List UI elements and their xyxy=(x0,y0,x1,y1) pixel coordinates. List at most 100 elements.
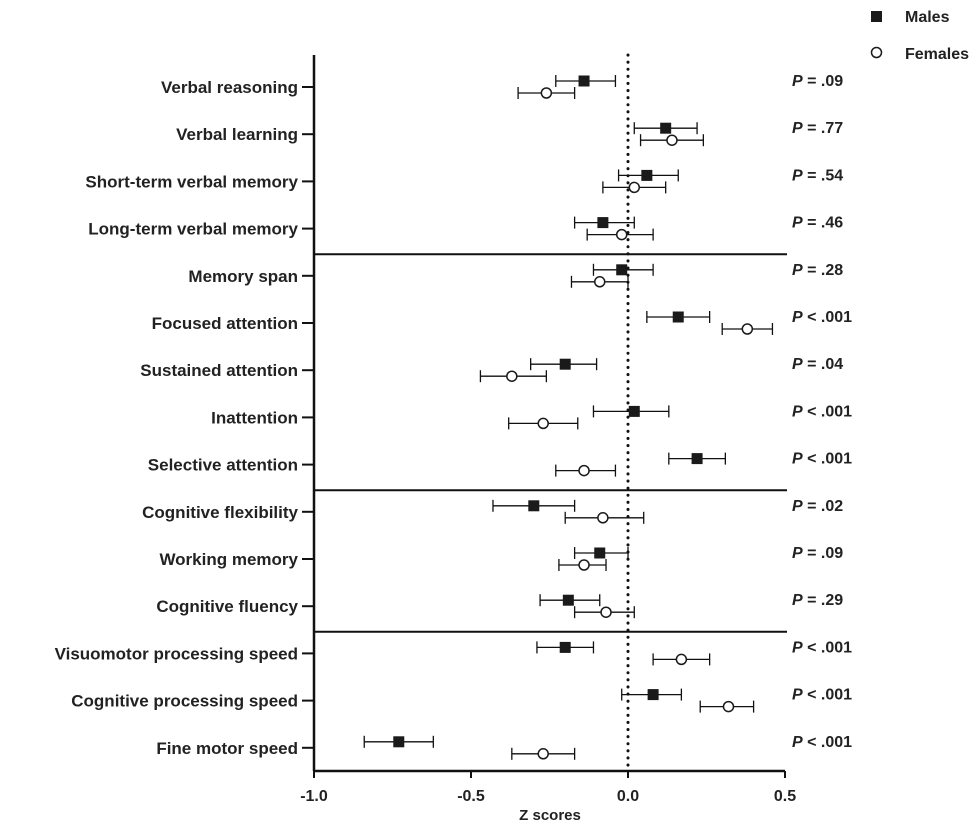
p-symbol: P xyxy=(792,734,803,751)
female-point xyxy=(506,370,518,382)
male-point xyxy=(594,547,606,559)
female-point xyxy=(597,512,609,524)
female-point xyxy=(537,417,549,430)
male-point xyxy=(641,169,653,181)
female-point xyxy=(666,134,678,146)
category-label: Long-term verbal memory xyxy=(88,220,298,239)
female-point xyxy=(578,464,590,477)
x-tick-label: -1.0 xyxy=(300,788,328,805)
p-value-text: = .54 xyxy=(803,167,844,184)
category-label: Cognitive processing speed xyxy=(71,692,298,711)
p-value-text: = .46 xyxy=(803,215,844,232)
x-tick-label: 0.5 xyxy=(774,788,796,805)
female-point xyxy=(628,181,641,194)
male-point xyxy=(597,217,609,229)
female-point xyxy=(578,559,590,571)
female-point xyxy=(615,228,628,241)
row-long-term-verbal-memory: Long-term verbal memory P = .46 xyxy=(88,215,843,241)
p-symbol: P xyxy=(792,167,803,184)
male-point xyxy=(660,122,672,134)
row-cognitive-flexibility: Cognitive flexibility P = .02 xyxy=(142,498,843,524)
p-value-text: < .001 xyxy=(803,734,852,751)
p-value-label: P = .77 xyxy=(792,120,843,137)
category-label: Verbal reasoning xyxy=(161,78,298,97)
p-symbol: P xyxy=(792,545,803,562)
category-label: Fine motor speed xyxy=(156,739,298,758)
row-selective-attention: Selective attention P < .001 xyxy=(148,451,852,477)
p-value-label: P = .28 xyxy=(792,262,843,279)
category-label: Cognitive fluency xyxy=(156,597,298,616)
p-value-text: < .001 xyxy=(803,403,852,420)
male-point xyxy=(559,358,571,370)
category-label: Verbal learning xyxy=(176,125,298,144)
legend-female-marker xyxy=(870,46,883,59)
row-verbal-learning: Verbal learning P = .77 xyxy=(176,120,843,147)
row-sustained-attention: Sustained attention P = .04 xyxy=(140,356,843,383)
p-value-label: P < .001 xyxy=(792,687,852,704)
female-point xyxy=(741,323,754,335)
row-verbal-reasoning: Verbal reasoning P = .09 xyxy=(161,73,843,99)
p-symbol: P xyxy=(792,262,803,279)
category-label: Short-term verbal memory xyxy=(85,172,298,191)
p-symbol: P xyxy=(792,451,803,468)
category-label: Sustained attention xyxy=(140,361,298,380)
row-short-term-verbal-memory: Short-term verbal memory P = .54 xyxy=(85,167,844,194)
legend-male-marker xyxy=(871,11,882,22)
p-value-label: P = .02 xyxy=(792,498,843,515)
category-label: Cognitive flexibility xyxy=(142,503,298,522)
male-point xyxy=(528,500,540,512)
male-point xyxy=(393,736,405,748)
female-point xyxy=(537,748,549,760)
p-symbol: P xyxy=(792,498,803,515)
p-value-label: P < .001 xyxy=(792,403,852,420)
p-value-text: = .09 xyxy=(803,545,844,562)
female-point xyxy=(675,653,688,666)
p-symbol: P xyxy=(792,403,803,420)
row-cognitive-fluency: Cognitive fluency P = .29 xyxy=(156,592,843,619)
male-point xyxy=(562,594,574,606)
row-memory-span: Memory span P = .28 xyxy=(188,262,843,288)
female-point xyxy=(600,606,612,618)
male-point xyxy=(691,453,703,465)
x-axis-title: Z scores xyxy=(519,807,581,823)
row-visuomotor-processing-speed: Visuomotor processing speed P < .001 xyxy=(55,639,852,666)
chart-rows: Verbal reasoning P = .09 Verbal learning P … xyxy=(55,73,852,760)
p-value-label: P = .29 xyxy=(792,592,843,609)
p-value-label: P = .04 xyxy=(792,356,843,373)
p-symbol: P xyxy=(792,73,803,90)
row-fine-motor-speed: Fine motor speed P < .001 xyxy=(156,734,852,760)
male-point xyxy=(578,75,590,87)
female-point xyxy=(540,87,553,99)
group-dividers xyxy=(314,253,787,633)
row-inattention: Inattention P < .001 xyxy=(211,403,852,430)
p-value-text: = .29 xyxy=(803,592,844,609)
p-symbol: P xyxy=(792,120,803,137)
row-focused-attention: Focused attention P < .001 xyxy=(152,309,852,335)
p-symbol: P xyxy=(792,687,803,704)
axes: -1.0 -0.5 0.0 0.5 xyxy=(300,53,796,805)
row-cognitive-processing-speed: Cognitive processing speed P < .001 xyxy=(71,687,852,713)
legend-male-label: Males xyxy=(905,9,950,26)
male-point xyxy=(616,264,628,276)
p-value-text: < .001 xyxy=(803,687,852,704)
p-value-text: = .28 xyxy=(803,262,844,279)
male-point xyxy=(628,405,640,417)
p-symbol: P xyxy=(792,639,803,656)
female-point xyxy=(593,276,606,288)
p-symbol: P xyxy=(792,215,803,232)
p-value-text: = .77 xyxy=(803,120,844,137)
p-symbol: P xyxy=(792,309,803,326)
legend-female-label: Females xyxy=(905,46,969,63)
male-point xyxy=(672,311,684,323)
p-value-label: P = .09 xyxy=(792,73,843,90)
legend: Males Females xyxy=(870,9,969,63)
category-label: Selective attention xyxy=(148,456,298,475)
p-value-label: P = .46 xyxy=(792,215,843,232)
p-value-text: < .001 xyxy=(803,451,852,468)
male-point xyxy=(559,641,571,653)
p-value-text: = .09 xyxy=(803,73,844,90)
female-point xyxy=(722,700,735,713)
category-label: Memory span xyxy=(188,267,298,286)
category-label: Visuomotor processing speed xyxy=(55,644,298,663)
